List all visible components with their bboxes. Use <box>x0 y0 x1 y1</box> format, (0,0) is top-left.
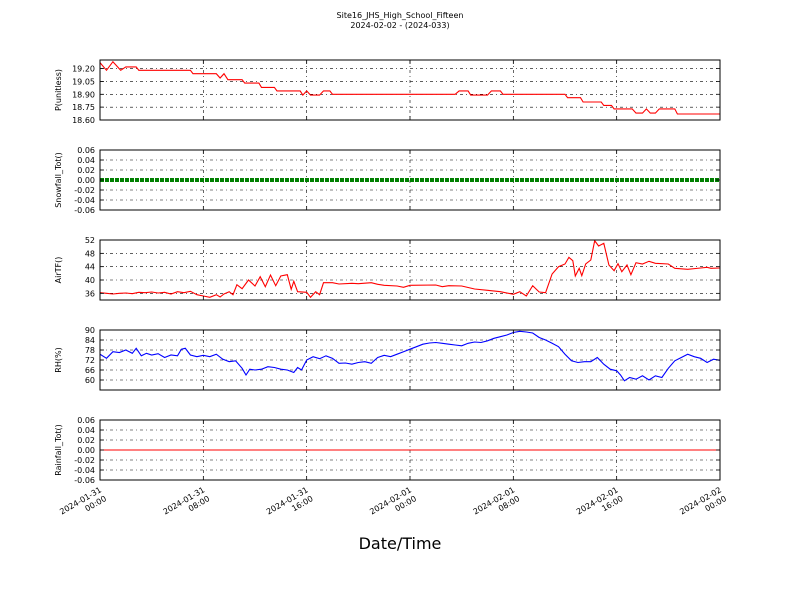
y-tick-label: 52 <box>85 236 95 245</box>
y-tick-label: 0.02 <box>77 166 95 175</box>
chart-subtitle: 2024-02-02 - (2024-033) <box>350 21 450 30</box>
y-tick-label: 66 <box>85 366 95 375</box>
y-tick-label: 60 <box>85 376 95 385</box>
y-tick-label: -0.02 <box>74 456 95 465</box>
y-tick-label: 0.00 <box>77 446 95 455</box>
y-tick-label: -0.06 <box>74 476 95 485</box>
y-tick-label: 19.05 <box>72 77 95 86</box>
y-tick-label: 0.00 <box>77 176 95 185</box>
y-axis-label: P(unitless) <box>54 69 63 111</box>
y-tick-label: 48 <box>85 249 95 258</box>
y-tick-label: 18.90 <box>72 90 95 99</box>
y-tick-label: 0.02 <box>77 436 95 445</box>
y-tick-label: 40 <box>85 276 95 285</box>
y-tick-label: 72 <box>85 356 95 365</box>
series-line-P(unitless) <box>100 60 720 115</box>
y-axis-label: RH(%) <box>54 347 63 372</box>
y-tick-label: 90 <box>85 326 95 335</box>
y-tick-label: -0.04 <box>74 466 95 475</box>
y-tick-label: 0.04 <box>77 156 95 165</box>
y-tick-label: 0.06 <box>77 416 95 425</box>
y-tick-label: 36 <box>85 289 95 298</box>
y-tick-label: 78 <box>85 346 95 355</box>
y-axis-label: Snowfall_Tot() <box>54 152 63 208</box>
y-tick-label: -0.02 <box>74 186 95 195</box>
y-tick-label: 0.06 <box>77 146 95 155</box>
y-tick-label: 18.75 <box>72 103 95 112</box>
y-tick-label: -0.06 <box>74 206 95 215</box>
series-line-RH(%) <box>100 330 720 382</box>
y-axis-label: Rainfall_Tot() <box>54 424 63 476</box>
y-tick-label: 18.60 <box>72 116 95 125</box>
y-tick-label: 84 <box>85 336 95 345</box>
chart-title: Site16_JHS_High_School_Fifteen <box>336 11 464 20</box>
x-axis-label: Date/Time <box>358 534 442 553</box>
y-tick-label: 19.20 <box>72 65 95 74</box>
series-line-AirTF() <box>100 240 720 299</box>
y-tick-label: 0.04 <box>77 426 95 435</box>
y-tick-label: -0.04 <box>74 196 95 205</box>
y-tick-label: 44 <box>85 263 95 272</box>
y-axis-label: AirTF() <box>54 257 63 284</box>
